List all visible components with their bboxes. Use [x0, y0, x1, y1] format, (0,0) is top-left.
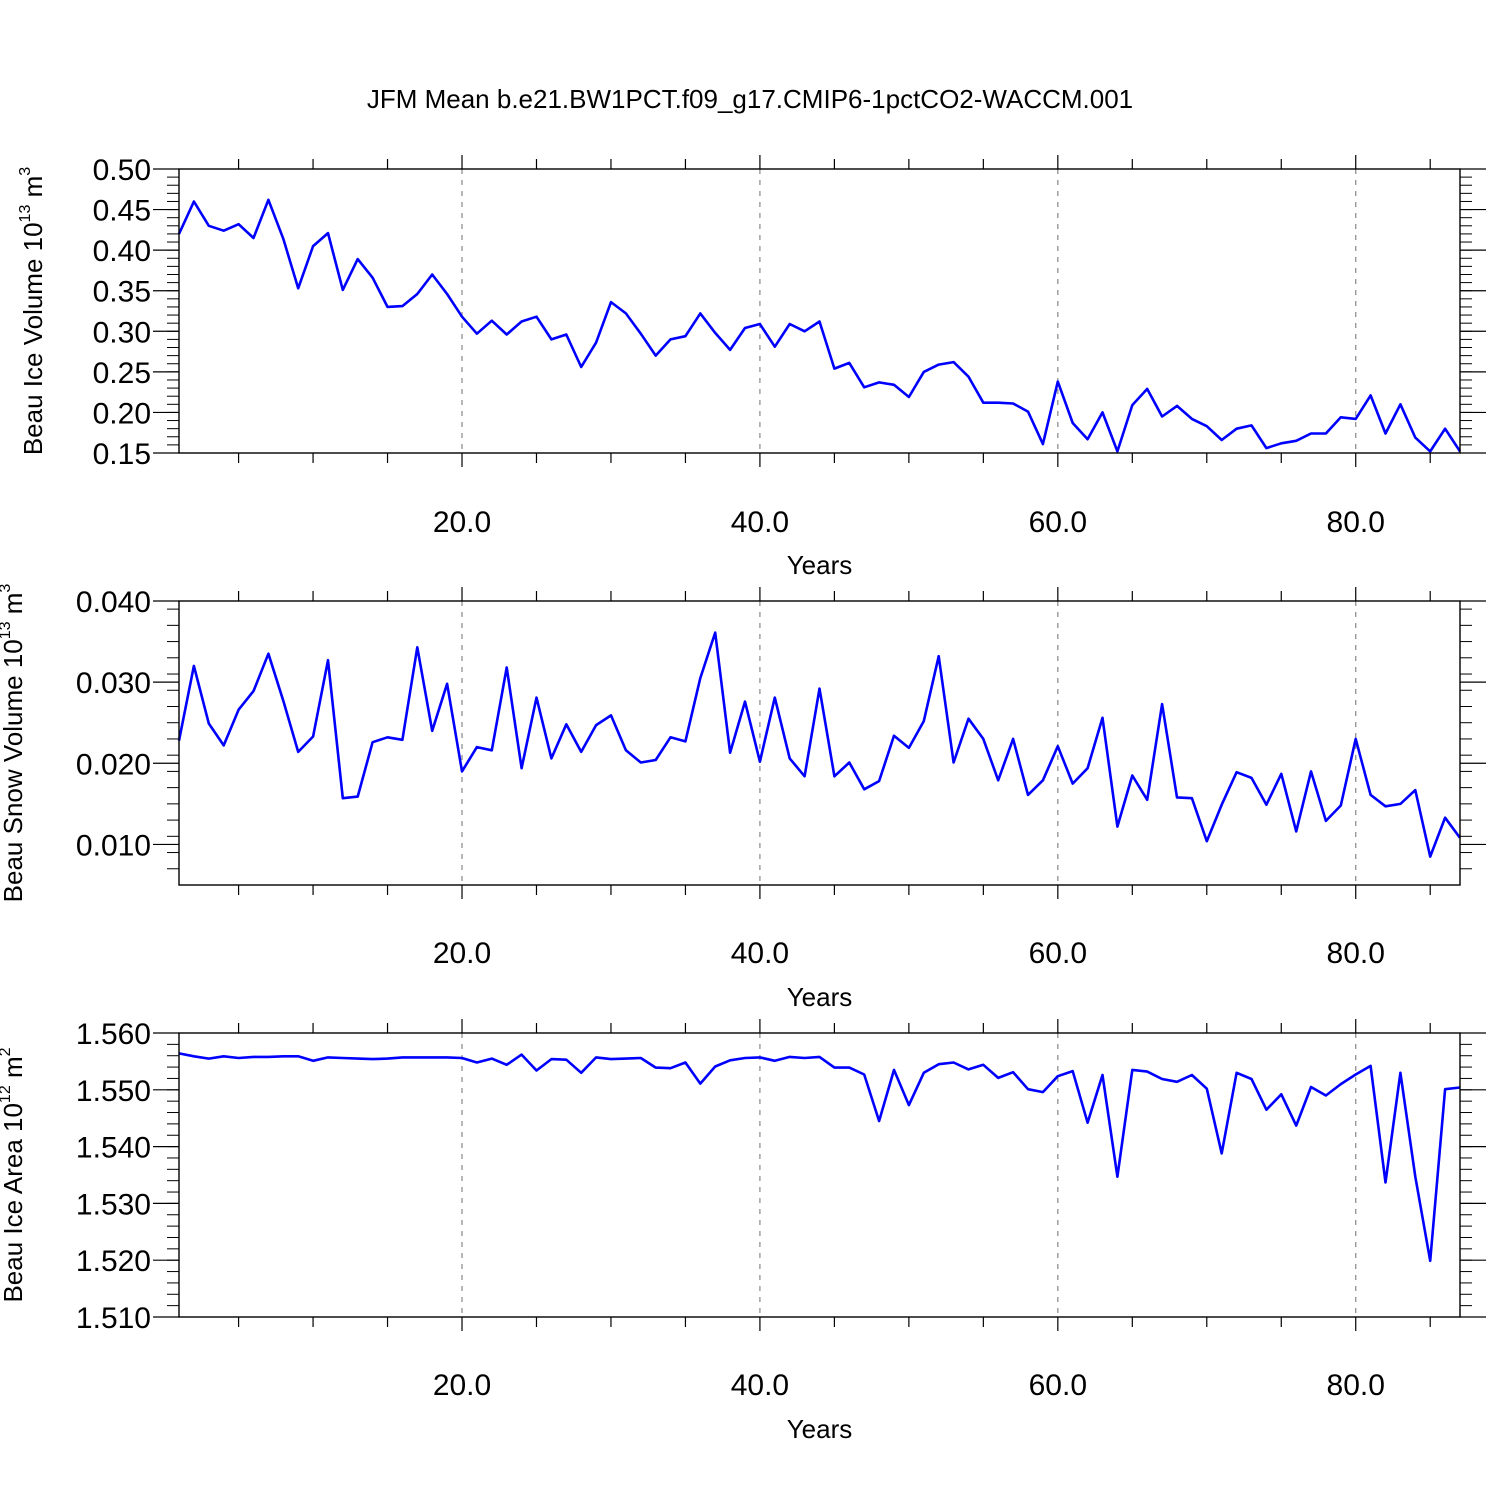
ice-area-x-tick-label: 80.0: [1327, 1369, 1385, 1402]
chart-title: JFM Mean b.e21.BW1PCT.f09_g17.CMIP6-1pct…: [367, 84, 1133, 114]
snow-volume-plot-frame: [178, 600, 1461, 886]
ice-area-y-tick-label: 1.510: [76, 1302, 151, 1335]
snow-volume-y-tick-label: 0.010: [76, 829, 151, 862]
ice-volume-y-tick-label: 0.15: [93, 438, 151, 471]
ice-volume-panel: 0.15 0.20 0.25 0.30 0.35 0.40 0.45 0.50 20.0 40.0…: [17, 154, 1486, 580]
snow-volume-x-tick-label: 20.0: [433, 937, 491, 970]
ice-area-y-tick-label: 1.560: [76, 1018, 151, 1051]
ice-volume-y-tick-label: 0.25: [93, 357, 151, 390]
ice-volume-y-tick-label: 0.40: [93, 235, 151, 268]
ice-area-x-tick-label: 20.0: [433, 1369, 491, 1402]
snow-volume-x-tick-label: 80.0: [1327, 937, 1385, 970]
ice-area-y-axis-title: Beau Ice Area 1012 m2: [0, 1047, 28, 1302]
ice-volume-y-tick-label: 0.20: [93, 397, 151, 430]
snow-volume-panel: 0.010 0.020 0.030 0.040 20.0 40.0 60.0 80.0 Year…: [0, 584, 1486, 1012]
ice-area-plot-frame: [178, 1032, 1461, 1318]
ice-volume-y-tick-label: 0.30: [93, 316, 151, 349]
snow-volume-x-axis-title: Years: [787, 982, 853, 1012]
ice-volume-y-axis-title: Beau Ice Volume 1013 m3: [17, 167, 48, 455]
snow-volume-y-tick-label: 0.020: [76, 748, 151, 781]
ice-area-series-line: [178, 1052, 1461, 1263]
snow-volume-x-tick-label: 60.0: [1029, 937, 1087, 970]
snow-volume-y-tick-label: 0.030: [76, 667, 151, 700]
snow-volume-x-tick-label: 40.0: [731, 937, 789, 970]
ice-volume-x-axis-title: Years: [787, 550, 853, 580]
ice-area-panel: 1.510 1.520 1.530 1.540 1.550 1.560 20.0 40.0 60…: [0, 1018, 1486, 1444]
ice-area-y-tick-label: 1.540: [76, 1132, 151, 1165]
ice-area-x-tick-label: 40.0: [731, 1369, 789, 1402]
snow-volume-y-tick-label: 0.040: [76, 586, 151, 619]
ice-area-y-tick-label: 1.520: [76, 1245, 151, 1278]
snow-volume-series-line: [177, 631, 1462, 858]
ice-volume-y-tick-label: 0.35: [93, 276, 151, 309]
ice-volume-x-tick-label: 40.0: [731, 506, 789, 539]
ice-area-x-axis-title: Years: [787, 1414, 853, 1444]
ice-area-y-tick-label: 1.530: [76, 1188, 151, 1221]
ice-volume-plot-frame: [178, 168, 1461, 454]
ice-volume-x-tick-label: 60.0: [1029, 506, 1087, 539]
ice-volume-series-line: [177, 198, 1462, 453]
ice-area-y-tick-label: 1.550: [76, 1075, 151, 1108]
ice-volume-x-tick-label: 80.0: [1327, 506, 1385, 539]
ice-volume-y-tick-label: 0.45: [93, 195, 151, 228]
ice-volume-x-tick-label: 20.0: [433, 506, 491, 539]
ice-volume-y-tick-label: 0.50: [93, 154, 151, 187]
ice-area-x-tick-label: 60.0: [1029, 1369, 1087, 1402]
snow-volume-y-axis-title: Beau Snow Volume 1013 m3: [0, 584, 28, 903]
